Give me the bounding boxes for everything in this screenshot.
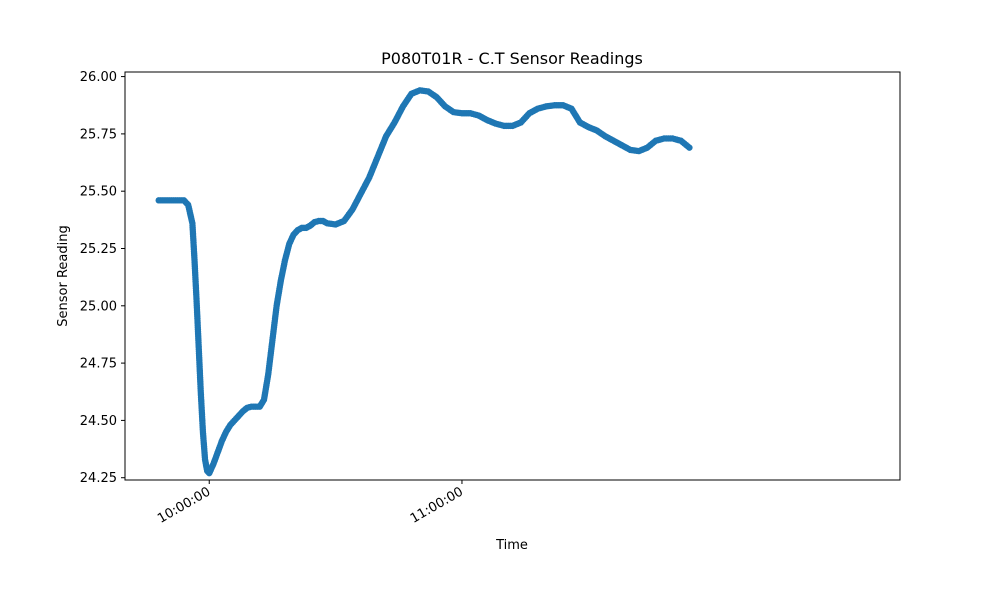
y-tick-label: 25.25 xyxy=(80,242,117,257)
plot-frame xyxy=(124,71,901,481)
y-tick-label: 26.00 xyxy=(80,70,117,85)
x-axis-label: Time xyxy=(495,538,528,553)
y-tick-label: 25.50 xyxy=(80,185,117,200)
y-axis-label: Sensor Reading xyxy=(56,225,71,326)
y-tick-label: 24.25 xyxy=(80,471,117,486)
y-axis-ticks: 24.25 24.50 24.75 25.00 25.25 25.50 25.75 26.00 xyxy=(80,70,125,486)
y-tick-label: 25.75 xyxy=(80,127,117,142)
chart-title: P080T01R - C.T Sensor Readings xyxy=(381,49,643,68)
plot-area xyxy=(125,72,900,480)
data-point xyxy=(686,144,693,151)
data-points xyxy=(155,87,693,477)
y-tick-label: 25.00 xyxy=(80,299,117,314)
y-tick-label: 24.50 xyxy=(80,414,117,429)
y-tick-label: 24.75 xyxy=(80,357,117,372)
